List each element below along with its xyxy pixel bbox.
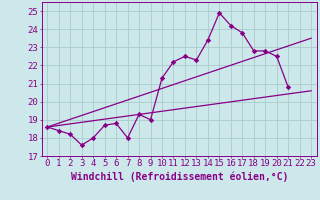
X-axis label: Windchill (Refroidissement éolien,°C): Windchill (Refroidissement éolien,°C): [70, 171, 288, 182]
